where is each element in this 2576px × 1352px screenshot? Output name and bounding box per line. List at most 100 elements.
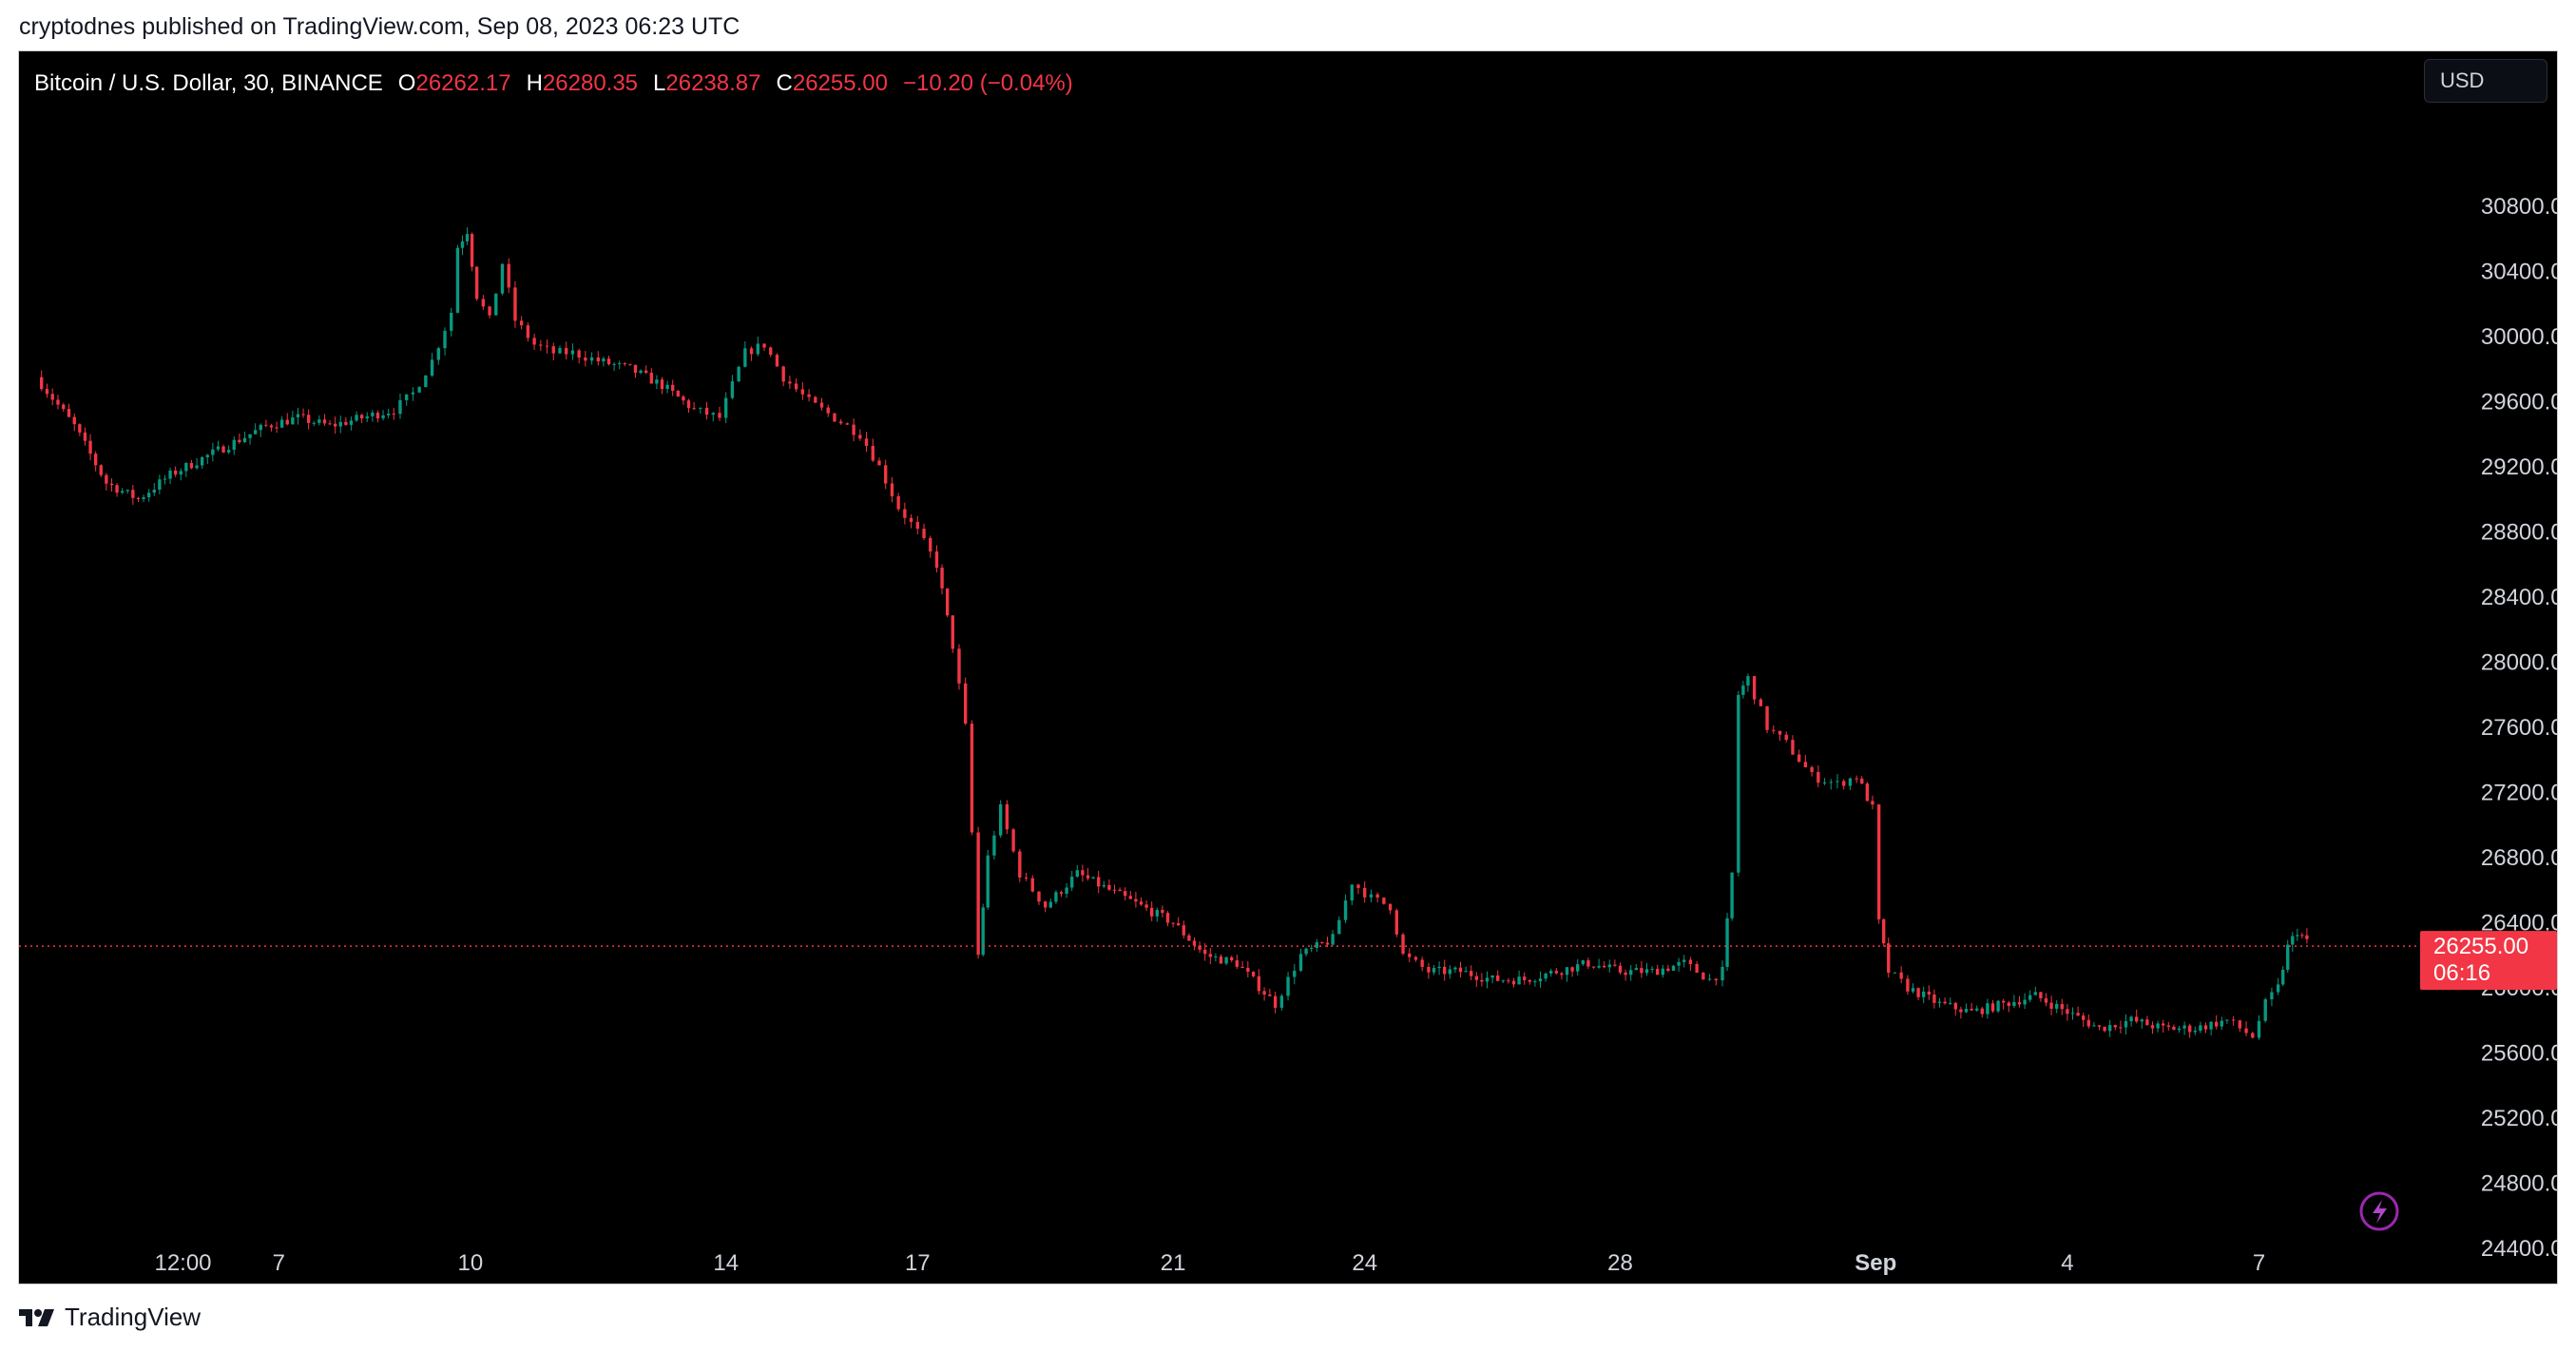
candle-body xyxy=(2251,1033,2255,1038)
candle-body xyxy=(291,416,295,425)
candle-body xyxy=(2092,1025,2096,1027)
candle-body xyxy=(72,416,76,425)
candle-body xyxy=(205,454,209,457)
candle-body xyxy=(964,683,968,724)
candle-body xyxy=(1208,954,1212,957)
candle-body xyxy=(2270,992,2274,1000)
candle-body xyxy=(411,392,415,395)
lightning-button[interactable] xyxy=(2359,1191,2399,1231)
candle-body xyxy=(1437,966,1441,969)
candle-body xyxy=(248,434,252,438)
candle-body xyxy=(2291,936,2295,945)
candle-body xyxy=(890,483,894,496)
chart-panel[interactable]: 30800.00 30400.00 30000.00 29600.00 29200.00… xyxy=(18,50,2558,1284)
candle-body xyxy=(120,491,125,493)
close-value: 26255.00 xyxy=(792,70,888,96)
last-price-badge[interactable] xyxy=(2420,931,2557,991)
candle-body xyxy=(1161,909,1164,914)
candle-body xyxy=(671,384,675,391)
candle-body xyxy=(2281,969,2285,985)
candle-body xyxy=(2231,1019,2236,1021)
x-axis-tick-label: 14 xyxy=(713,1250,739,1276)
candle-body xyxy=(1778,730,1782,735)
candle-body xyxy=(189,462,194,469)
candle-body xyxy=(794,383,798,390)
candle-body xyxy=(644,370,648,374)
candle-body xyxy=(1187,935,1191,941)
close-label: C xyxy=(776,70,793,96)
candle-body xyxy=(1054,892,1058,902)
candle-body xyxy=(1656,968,1660,975)
candle-body xyxy=(699,407,702,409)
candle-body xyxy=(612,363,616,365)
candle-body xyxy=(67,409,71,417)
x-axis-tick-label: 7 xyxy=(273,1250,285,1276)
candle-body xyxy=(2215,1021,2219,1027)
candle-body xyxy=(986,855,990,908)
candle-body xyxy=(819,402,824,408)
candle-body xyxy=(1810,767,1814,773)
candle-body xyxy=(596,357,600,362)
candle-body xyxy=(1607,964,1611,968)
candle-body xyxy=(2220,1020,2223,1027)
candle-body xyxy=(1070,877,1074,888)
symbol-title[interactable]: Bitcoin / U.S. Dollar, 30, BINANCE xyxy=(34,70,383,96)
candle-body xyxy=(852,424,855,435)
y-axis-tick-label: 28000.00 xyxy=(2481,649,2557,675)
candle-body xyxy=(1671,965,1676,971)
candle-body xyxy=(1507,980,1510,982)
candle-body xyxy=(1112,889,1117,891)
candle-body xyxy=(1517,976,1521,985)
candle-body xyxy=(216,446,221,450)
candle-body xyxy=(845,423,850,425)
candle-body xyxy=(1759,699,1763,706)
candle-body xyxy=(1343,900,1348,920)
candle-body xyxy=(1059,892,1064,894)
candle-body xyxy=(2238,1020,2242,1029)
candlestick-chart[interactable]: 30800.00 30400.00 30000.00 29600.00 29200.00… xyxy=(19,51,2557,1284)
candle-body xyxy=(1134,898,1138,902)
candle-body xyxy=(2140,1019,2143,1022)
candle-body xyxy=(838,421,843,424)
candle-body xyxy=(570,350,575,355)
candle-body xyxy=(349,420,354,425)
candle-body xyxy=(1448,969,1451,975)
candle-body xyxy=(142,497,145,499)
footer-brand-text: TradingView xyxy=(65,1303,202,1331)
candle-body xyxy=(970,724,974,833)
tradingview-footer[interactable]: TradingView xyxy=(19,1303,201,1332)
candle-body xyxy=(826,407,830,414)
candle-body xyxy=(62,404,66,410)
candle-body xyxy=(1986,1003,1990,1014)
candle-body xyxy=(781,366,785,382)
candle-body xyxy=(200,456,204,466)
candle-body xyxy=(756,343,759,355)
candle-body xyxy=(269,425,274,428)
candle-body xyxy=(762,343,766,348)
candle-body xyxy=(1203,949,1207,955)
open-label: O xyxy=(397,70,416,96)
candle-body xyxy=(2044,998,2048,1003)
candle-body xyxy=(88,440,92,454)
candle-body xyxy=(618,362,622,364)
candle-body xyxy=(1682,959,1686,962)
candle-body xyxy=(1453,967,1457,970)
candle-body xyxy=(1018,851,1022,878)
candle-body xyxy=(532,338,536,345)
candle-body xyxy=(359,415,364,419)
candle-body xyxy=(1953,1002,1957,1010)
currency-button[interactable]: USD xyxy=(2424,59,2547,103)
candle-body xyxy=(1565,967,1569,975)
candle-body xyxy=(1893,972,1897,974)
candle-body xyxy=(470,234,474,267)
candle-body xyxy=(1107,884,1111,890)
candle-body xyxy=(2199,1025,2202,1032)
candle-body xyxy=(1511,980,1516,985)
candle-body xyxy=(1128,896,1132,899)
candle-body xyxy=(1803,762,1808,768)
candle-body xyxy=(1214,956,1218,957)
candle-body xyxy=(692,408,696,410)
candle-body xyxy=(371,412,375,416)
candle-body xyxy=(1480,979,1484,982)
open-value: 26262.17 xyxy=(415,70,511,96)
